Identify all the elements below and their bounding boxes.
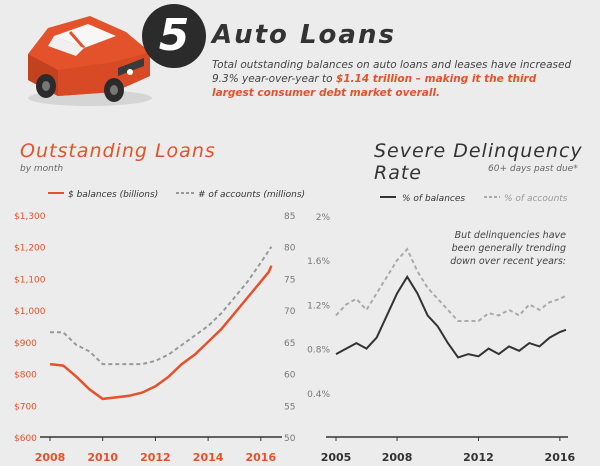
y-tick-label: 1.2% [307,301,330,311]
summary-highlight: $1.14 trillion – making it the third lar… [212,73,537,99]
y-right-tick-label: 80 [284,244,296,254]
right-panel-title: Severe Delinquency Rate [374,140,583,184]
x-tick-label: 2008 [382,451,413,464]
y-left-tick-label: $800 [14,371,37,381]
y-right-tick-label: 70 [284,307,296,317]
chart-annotation-line: down over recent years: [450,256,566,267]
y-right-tick-label: 65 [284,339,295,349]
page-title: Auto Loans [212,20,396,50]
x-tick-label: 2016 [545,451,576,464]
y-left-tick-label: $1,200 [14,244,46,254]
series-balances-line [335,274,567,359]
right-panel-subtitle: 60+ days past due* [488,164,578,174]
y-right-tick-label: 55 [284,402,295,412]
y-left-tick-label: $1,000 [14,307,46,317]
y-right-tick-label: 85 [284,212,295,222]
legend-label-balances: % of balances [402,194,465,204]
y-tick-label: 0.8% [307,346,330,356]
legend-label-accounts: # of accounts (millions) [198,190,305,200]
x-tick-label: 2016 [246,451,277,464]
x-tick-label: 2008 [35,451,66,464]
y-right-tick-label: 60 [284,371,296,381]
outstanding-loans-chart: $ balances (billions) # of accounts (mill… [14,190,305,464]
summary-pre: Total outstanding balances on auto loans… [212,59,572,85]
left-panel-subtitle: by month [20,164,64,174]
legend-label-accounts: % of accounts [504,194,568,204]
chart-annotation-line: been generally trending [452,243,566,254]
y-left-tick-label: $1,300 [14,212,46,222]
x-tick-label: 2014 [193,451,224,464]
y-left-tick-label: $600 [14,434,37,444]
chart-annotation-line: But delinquencies have [455,230,567,241]
series-balances-line [49,265,273,401]
x-tick-label: 2012 [140,451,171,464]
series-accounts-line [335,247,567,322]
y-tick-label: 2% [316,213,331,223]
car-icon [28,16,152,106]
y-right-tick-label: 50 [284,434,296,444]
y-left-tick-label: $900 [14,339,37,349]
series-accounts-line [50,246,273,366]
left-panel-title: Outstanding Loans [20,140,216,162]
y-tick-label: 0.4% [307,390,330,400]
legend-label-balances: $ balances (billions) [68,190,158,200]
x-tick-label: 2010 [87,451,118,464]
x-tick-label: 2012 [463,451,494,464]
car-illustration [28,16,152,106]
y-right-tick-label: 75 [284,275,295,285]
y-left-tick-label: $1,100 [14,275,46,285]
x-tick-label: 2005 [321,451,352,464]
delinquency-rate-chart: % of balances % of accounts 2% 1.6% 1.2% 0.8%… [307,194,576,464]
y-tick-label: 1.6% [307,257,330,267]
section-number-badge: 5 [142,4,206,68]
summary-text: Total outstanding balances on auto loans… [212,58,572,100]
y-left-tick-label: $700 [14,402,37,412]
